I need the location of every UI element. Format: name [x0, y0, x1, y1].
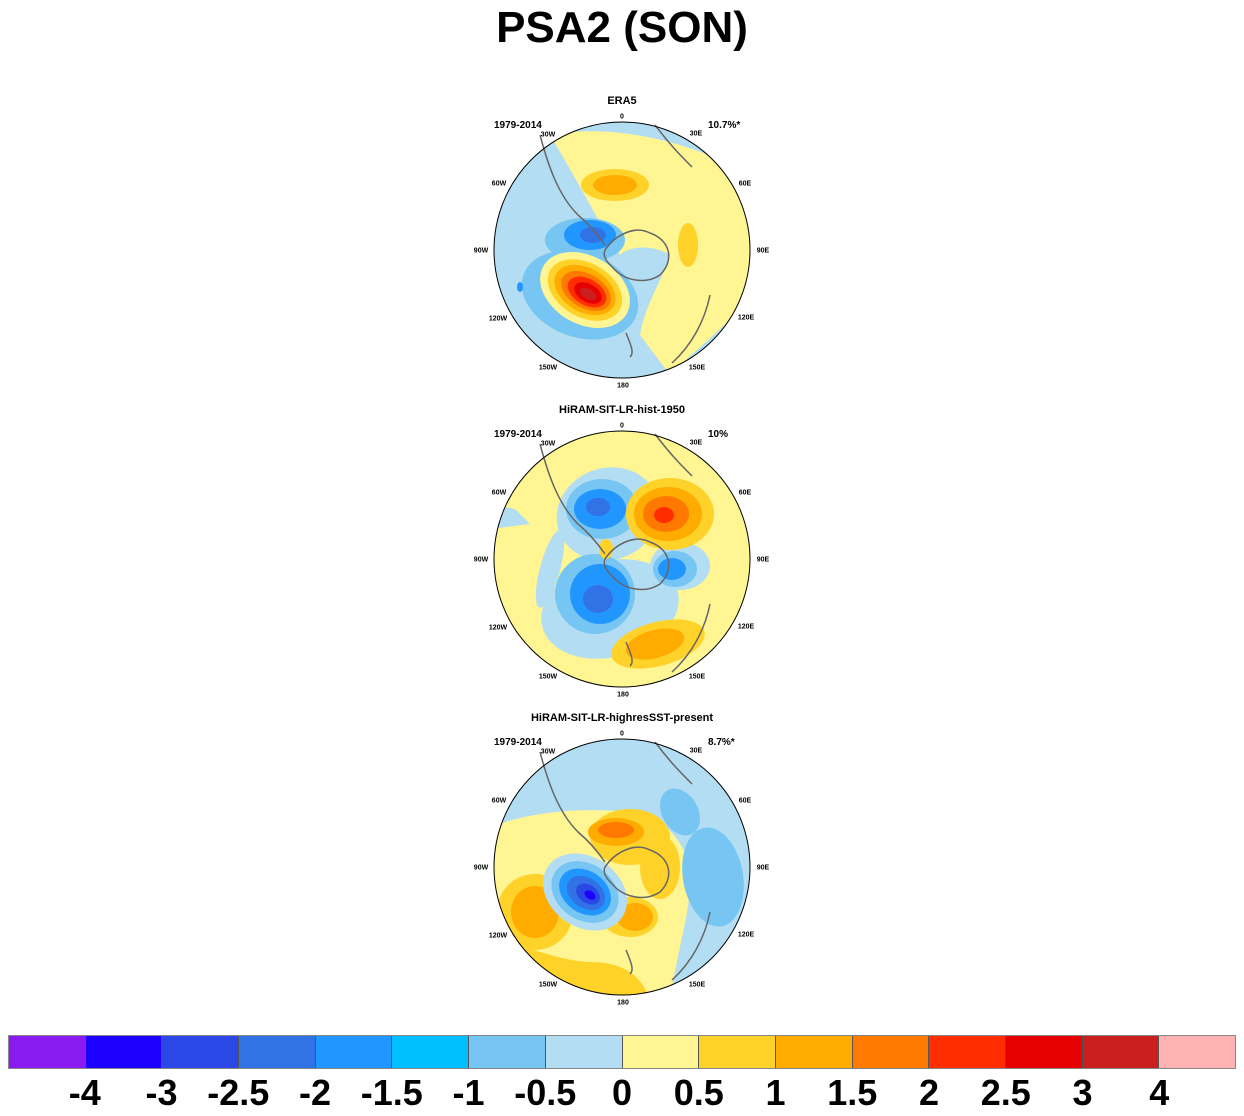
colorbar-tick-label: -1.5 — [360, 1072, 423, 1113]
longitude-label: 150W — [538, 981, 558, 989]
map-panel-era5: ERA5 1979-2014 10.7%* — [430, 95, 814, 395]
longitude-label: 30W — [540, 440, 556, 448]
longitude-label: 60E — [738, 489, 752, 497]
colorbar-swatch — [852, 1036, 930, 1068]
colorbar-swatch — [1159, 1036, 1235, 1068]
polar-map — [493, 121, 751, 379]
colorbar-tick-label: -0.5 — [514, 1072, 577, 1113]
longitude-label: 90E — [756, 864, 770, 872]
longitude-label: 60E — [738, 797, 752, 805]
longitude-label: 120E — [737, 623, 755, 631]
colorbar-swatch — [1082, 1036, 1160, 1068]
map-panel-hiram-highres: HiRAM-SIT-LR-highresSST-present 1979-201… — [430, 712, 814, 1012]
map-panel-hiram-hist: HiRAM-SIT-LR-hist-1950 1979-2014 10% — [430, 404, 814, 704]
colorbar-tick-label: 2.5 — [980, 1072, 1031, 1113]
colorbar-swatch — [9, 1036, 86, 1068]
longitude-label: 150E — [688, 981, 706, 989]
colorbar-swatch — [315, 1036, 393, 1068]
longitude-label: 150W — [538, 364, 558, 372]
longitude-label: 60W — [491, 180, 507, 188]
colorbar-swatch — [1005, 1036, 1083, 1068]
period-label: 1979-2014 — [494, 120, 542, 131]
longitude-label: 0 — [620, 422, 624, 430]
colorbar — [8, 1035, 1236, 1069]
longitude-label: 150E — [688, 364, 706, 372]
colorbar-tick-label: -4 — [68, 1072, 101, 1113]
polar-map — [493, 738, 751, 996]
longitude-label: 30E — [689, 130, 703, 138]
colorbar-tick-label: 0 — [611, 1072, 633, 1113]
colorbar-swatch — [929, 1036, 1006, 1068]
colorbar-tick-label: 2 — [918, 1072, 940, 1113]
colorbar-tick-label: -3 — [145, 1072, 178, 1113]
longitude-label: 90W — [473, 556, 489, 564]
colorbar-swatch — [85, 1036, 163, 1068]
colorbar-swatch — [392, 1036, 470, 1068]
panel-title: HiRAM-SIT-LR-hist-1950 — [559, 404, 685, 416]
longitude-label: 90W — [473, 864, 489, 872]
colorbar-swatch — [545, 1036, 623, 1068]
colorbar-tick-label: 1 — [765, 1072, 786, 1113]
longitude-label: 150W — [538, 673, 558, 681]
colorbar-swatch — [162, 1036, 240, 1068]
colorbar-swatch — [622, 1036, 700, 1068]
longitude-label: 150E — [688, 673, 706, 681]
longitude-label: 180 — [617, 999, 629, 1007]
colorbar-tick-label: -1 — [452, 1072, 485, 1113]
longitude-label: 120W — [488, 624, 508, 632]
longitude-label: 120W — [488, 315, 508, 323]
colorbar-tick-labels: -4 -3 -2.5 -2 -1.5 -1 -0.5 0 0.5 1 1.5 2 2.5 3 4 — [0, 1070, 1244, 1114]
longitude-label: 60W — [491, 797, 507, 805]
colorbar-tick-label: 0.5 — [673, 1072, 724, 1113]
longitude-label: 90W — [473, 247, 489, 255]
longitude-label: 30W — [540, 131, 556, 139]
longitude-label: 30E — [689, 439, 703, 447]
polar-map — [493, 430, 751, 688]
variance-label: 8.7%* — [708, 737, 735, 748]
longitude-label: 90E — [756, 556, 770, 564]
colorbar-tick-label: 4 — [1149, 1072, 1170, 1113]
variance-label: 10.7%* — [708, 120, 741, 131]
colorbar-tick-label: -2.5 — [207, 1072, 270, 1113]
panel-title: HiRAM-SIT-LR-highresSST-present — [530, 712, 714, 724]
longitude-label: 120W — [488, 932, 508, 940]
longitude-label: 30W — [540, 748, 556, 756]
longitude-label: 0 — [620, 113, 624, 121]
colorbar-swatch — [775, 1036, 853, 1068]
colorbar-swatch — [469, 1036, 546, 1068]
panel-title: ERA5 — [607, 95, 637, 107]
variance-label: 10% — [708, 429, 729, 440]
colorbar-swatch — [239, 1036, 316, 1068]
longitude-label: 60E — [738, 180, 752, 188]
longitude-label: 120E — [737, 314, 755, 322]
longitude-label: 120E — [737, 931, 755, 939]
colorbar-tick-label: 3 — [1072, 1072, 1093, 1113]
longitude-label: 180 — [617, 382, 629, 390]
colorbar-tick-label: -2 — [298, 1072, 332, 1113]
longitude-label: 0 — [620, 730, 624, 738]
period-label: 1979-2014 — [494, 429, 542, 440]
period-label: 1979-2014 — [494, 737, 542, 748]
longitude-label: 90E — [756, 247, 770, 255]
figure-title: PSA2 (SON) — [496, 3, 748, 52]
longitude-label: 60W — [491, 489, 507, 497]
longitude-label: 30E — [689, 747, 703, 755]
longitude-label: 180 — [617, 691, 629, 699]
colorbar-tick-label: 1.5 — [827, 1072, 878, 1113]
colorbar-swatch — [699, 1036, 776, 1068]
